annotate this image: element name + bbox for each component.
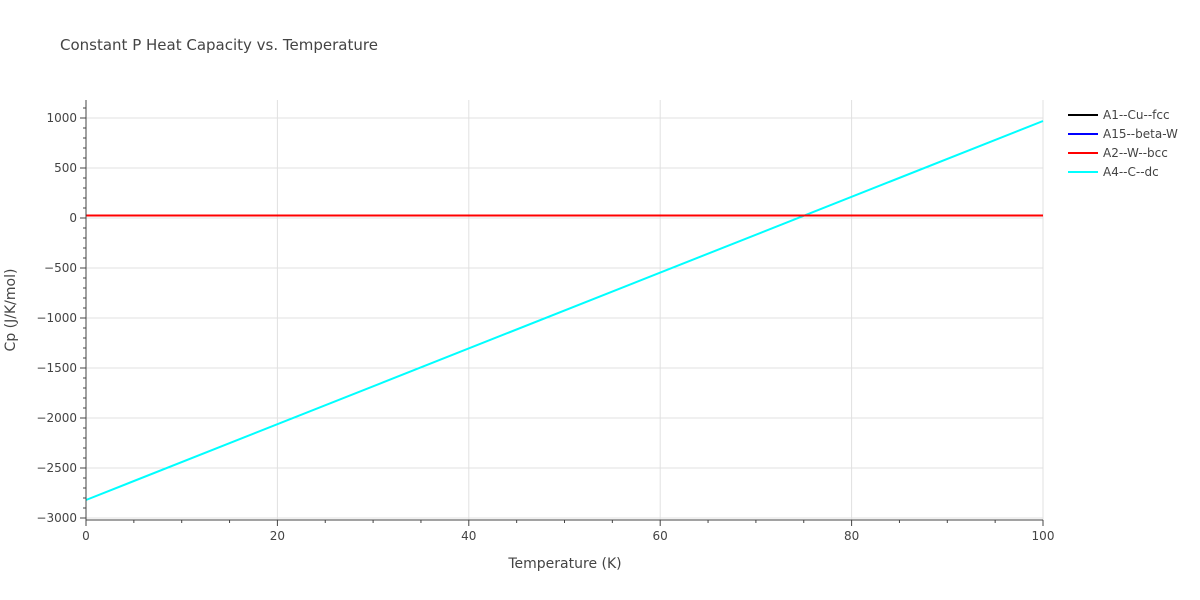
y-tick-label: −3000 — [36, 511, 77, 525]
y-tick-label: 0 — [69, 211, 77, 225]
legend-label: A4--C--dc — [1103, 165, 1159, 179]
legend[interactable]: A1--Cu--fcc A15--beta-W A2--W--bcc A4--C--d… — [1068, 108, 1178, 179]
axes: 0 20 40 60 80 100 −3000 −2500 −2000 −1500 −1000 −50… — [36, 100, 1054, 543]
series-line-3 — [85, 120, 1044, 501]
plot-area — [85, 120, 1044, 501]
x-tick-label: 40 — [461, 529, 476, 543]
legend-item-0[interactable]: A1--Cu--fcc — [1068, 108, 1170, 122]
y-axis-label: Cp (J/K/mol) — [3, 269, 19, 352]
y-tick-label: −1500 — [36, 361, 77, 375]
y-tick-label: −500 — [44, 261, 77, 275]
legend-label: A1--Cu--fcc — [1103, 108, 1170, 122]
y-tick-label: −2500 — [36, 461, 77, 475]
chart-title: Constant P Heat Capacity vs. Temperature — [60, 36, 378, 54]
x-axis-label: Temperature (K) — [507, 556, 621, 572]
legend-item-3[interactable]: A4--C--dc — [1068, 165, 1159, 179]
x-tick-label: 20 — [270, 529, 285, 543]
y-tick-label: −2000 — [36, 411, 77, 425]
y-tick-label: 500 — [54, 161, 77, 175]
legend-label: A2--W--bcc — [1103, 146, 1168, 160]
y-tick-label: −1000 — [36, 311, 77, 325]
legend-label: A15--beta-W — [1103, 127, 1178, 141]
x-tick-label: 100 — [1032, 529, 1055, 543]
y-tick-label: 1000 — [46, 111, 77, 125]
legend-item-1[interactable]: A15--beta-W — [1068, 127, 1178, 141]
x-tick-label: 80 — [844, 529, 859, 543]
grid — [86, 100, 1044, 520]
x-tick-label: 60 — [653, 529, 668, 543]
x-tick-label: 0 — [82, 529, 90, 543]
legend-item-2[interactable]: A2--W--bcc — [1068, 146, 1168, 160]
